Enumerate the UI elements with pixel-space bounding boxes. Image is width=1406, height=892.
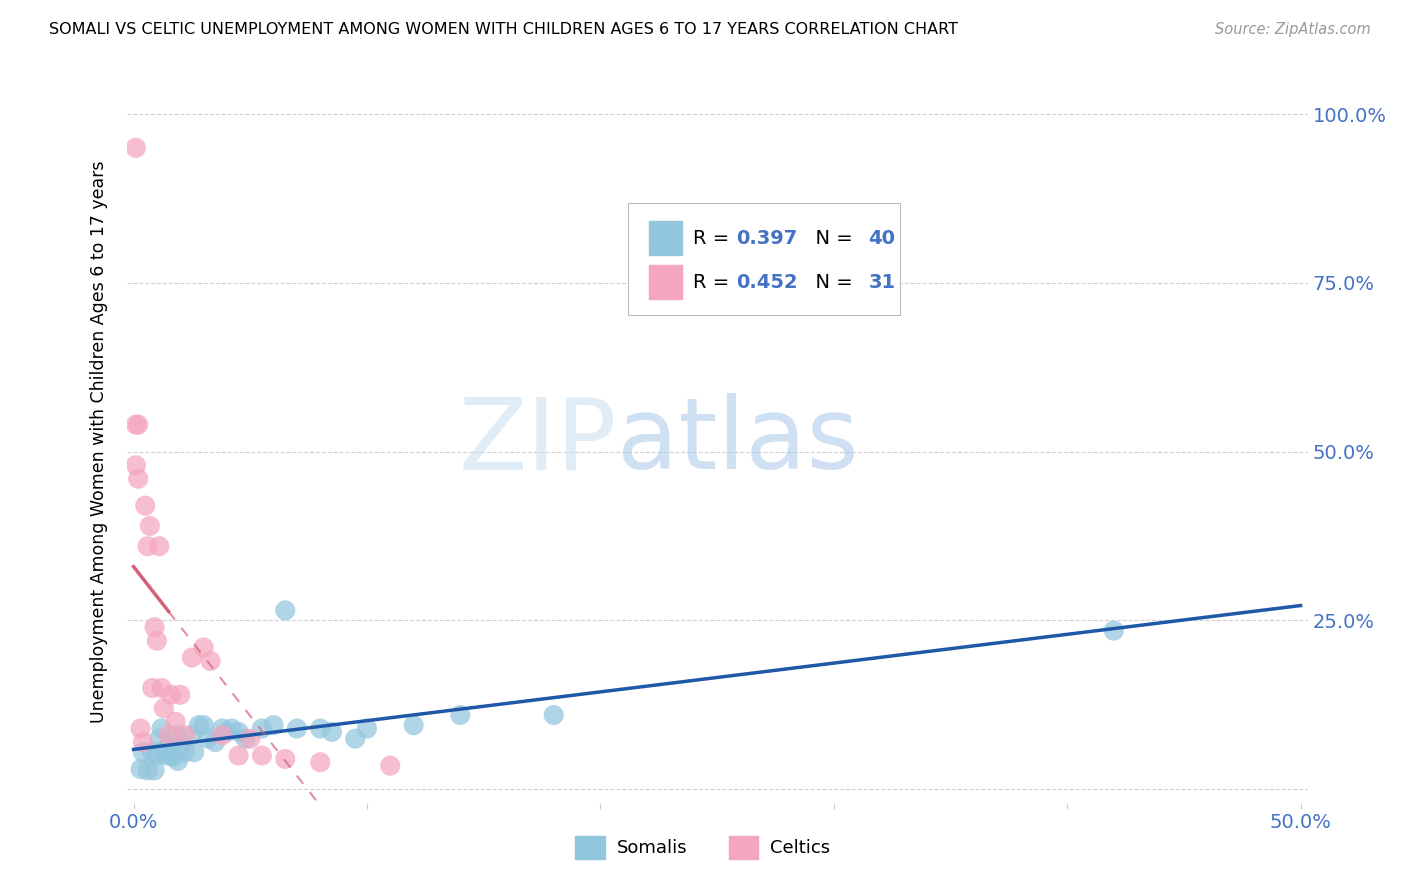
Point [139,519,162,533]
Text: Celtics: Celtics [770,838,831,856]
Point [285,722,308,736]
Point [141,681,163,695]
Point [200,654,222,668]
Point [157,728,180,742]
Point [125,417,148,432]
Text: R =: R = [693,228,735,248]
Point [239,731,262,746]
Text: R =: R = [693,273,735,292]
Point [160,688,183,702]
Point [228,725,250,739]
Point [169,739,191,753]
Point [150,681,173,695]
Point [250,722,273,736]
Point [309,756,332,770]
Bar [728,836,758,859]
Text: 0.397: 0.397 [735,228,797,248]
Point [165,714,187,729]
Point [309,722,332,736]
Point [157,739,180,753]
Point [193,718,215,732]
Point [129,722,152,736]
Point [155,748,177,763]
Text: 0.452: 0.452 [735,273,797,292]
Point [197,731,219,746]
Point [127,472,149,486]
Point [263,718,285,732]
Point [174,728,197,742]
Point [136,539,159,553]
Point [165,728,187,742]
Point [148,539,170,553]
Point [169,688,191,702]
Text: N =: N = [803,273,859,292]
Point [136,764,159,778]
FancyBboxPatch shape [628,203,900,315]
Point [150,722,173,736]
Point [143,764,166,778]
Point [228,748,250,763]
Y-axis label: Unemployment Among Women with Children Ages 6 to 17 years: Unemployment Among Women with Children A… [90,161,108,723]
Point [167,754,190,768]
Point [344,731,367,746]
Text: SOMALI VS CELTIC UNEMPLOYMENT AMONG WOMEN WITH CHILDREN AGES 6 TO 17 YEARS CORRE: SOMALI VS CELTIC UNEMPLOYMENT AMONG WOME… [49,22,959,37]
Point [146,633,169,648]
Point [153,745,176,759]
Point [148,731,170,746]
Point [180,650,202,665]
Point [125,141,148,155]
Point [321,725,343,739]
Point [153,701,176,715]
Point [129,762,152,776]
Point [187,718,209,732]
Point [160,748,183,763]
Point [211,728,233,742]
Point [274,603,297,617]
Point [356,722,378,736]
Point [134,499,156,513]
Point [204,735,226,749]
Point [143,620,166,634]
Point [274,752,297,766]
Point [402,718,425,732]
Point [449,708,471,723]
Point [127,417,149,432]
Point [193,640,215,655]
Text: 31: 31 [869,273,896,292]
Point [1102,624,1125,638]
Point [221,722,243,736]
Point [146,748,169,763]
Point [215,725,238,739]
Text: N =: N = [803,228,859,248]
Point [250,748,273,763]
Text: Somalis: Somalis [617,838,688,856]
Text: Source: ZipAtlas.com: Source: ZipAtlas.com [1215,22,1371,37]
Point [174,745,197,759]
Bar [575,836,605,859]
Bar [648,221,682,255]
Point [543,708,565,723]
Point [162,750,184,764]
Point [125,458,148,472]
Bar [648,265,682,300]
Text: atlas: atlas [617,393,858,490]
Text: 40: 40 [869,228,896,248]
Point [211,722,233,736]
Point [235,731,257,746]
Text: ZIP: ZIP [458,393,617,490]
Point [183,745,205,759]
Point [141,745,163,759]
Point [132,735,155,749]
Point [132,745,155,759]
Point [180,728,202,742]
Point [380,758,402,772]
